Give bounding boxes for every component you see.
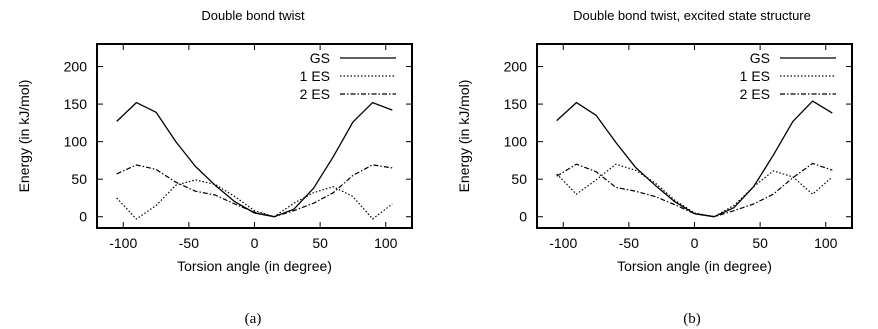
y-tick-label: 150 [504, 96, 528, 112]
x-tick-label: -50 [179, 235, 199, 251]
chart-title: Double bond twist, excited state structu… [573, 8, 811, 23]
series-line-2-es [557, 163, 833, 216]
legend-label: 2 ES [300, 86, 330, 102]
x-tick-label: 0 [691, 235, 699, 251]
chart-title: Double bond twist [201, 8, 305, 23]
x-tick-label: 0 [251, 235, 259, 251]
chart-panel-b: Double bond twist, excited state structu… [456, 8, 852, 327]
y-axis-label: Energy (in kJ/mol) [456, 80, 472, 193]
figure-caption: (a) [245, 311, 262, 327]
legend-label: GS [750, 50, 770, 66]
x-tick-label: -100 [109, 235, 137, 251]
y-tick-label: 0 [519, 209, 527, 225]
y-tick-label: 0 [79, 209, 87, 225]
y-tick-label: 200 [64, 59, 88, 75]
plot-frame [537, 44, 852, 228]
y-tick-label: 100 [64, 134, 88, 150]
x-axis-label: Torsion angle (in degree) [177, 258, 332, 274]
figure-caption: (b) [683, 311, 701, 327]
y-axis-label: Energy (in kJ/mol) [16, 80, 32, 193]
y-tick-label: 50 [71, 171, 87, 187]
plot-frame [97, 44, 412, 228]
x-tick-label: -50 [619, 235, 639, 251]
y-tick-label: 200 [504, 59, 528, 75]
y-tick-label: 100 [504, 134, 528, 150]
y-tick-label: 50 [511, 171, 527, 187]
y-tick-label: 150 [64, 96, 88, 112]
x-tick-label: 50 [752, 235, 768, 251]
x-tick-label: 50 [312, 235, 328, 251]
series-line-gs [557, 101, 833, 217]
legend-label: 1 ES [740, 68, 770, 84]
x-axis-label: Torsion angle (in degree) [617, 258, 772, 274]
series-line-2-es [117, 165, 393, 217]
legend-label: GS [310, 50, 330, 66]
series-line-gs [117, 103, 393, 217]
x-tick-label: -100 [549, 235, 577, 251]
x-tick-label: 100 [374, 235, 398, 251]
legend-label: 2 ES [740, 86, 770, 102]
series-line-1-es [557, 164, 833, 217]
legend-label: 1 ES [300, 68, 330, 84]
chart-panel-a: Double bond twist -100 -50 0 50 100 0 50 100 150 2… [16, 8, 412, 327]
x-tick-label: 100 [814, 235, 838, 251]
